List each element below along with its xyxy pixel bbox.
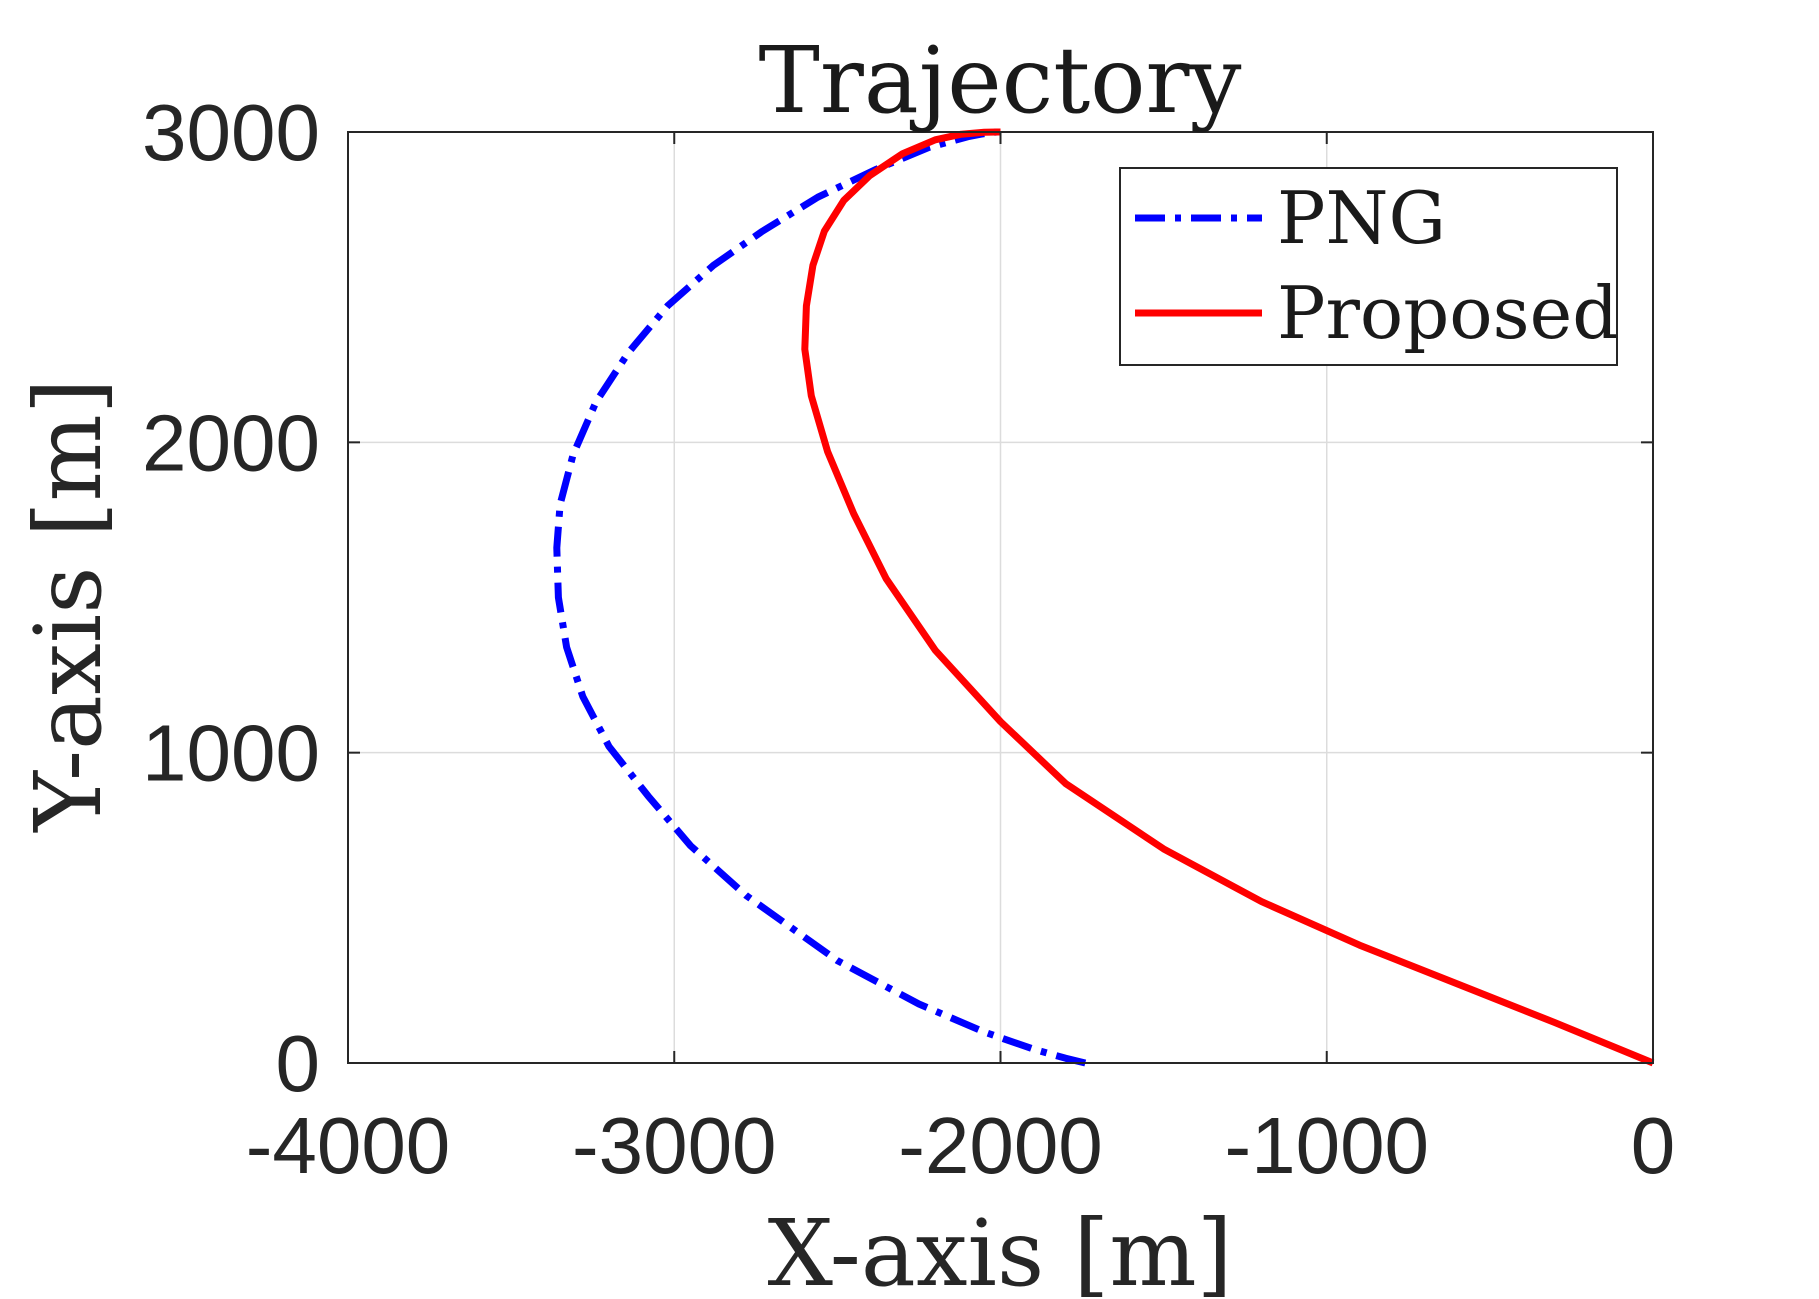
series-layer bbox=[553, 128, 1655, 1067]
series-line-png bbox=[553, 128, 1087, 1067]
legend-label-proposed: Proposed bbox=[1277, 271, 1618, 355]
legend-label-png: PNG bbox=[1277, 176, 1446, 260]
x-tick-label: 0 bbox=[1631, 1101, 1676, 1190]
chart-title: Trajectory bbox=[759, 27, 1242, 134]
legend-box bbox=[1119, 167, 1618, 366]
x-tick-label: -2000 bbox=[898, 1101, 1103, 1190]
x-tick-label: -3000 bbox=[572, 1101, 777, 1190]
y-tick-label: 0 bbox=[276, 1019, 321, 1108]
y-axis-label: Y-axis [m] bbox=[15, 378, 122, 833]
x-axis-label: X-axis [m] bbox=[768, 1200, 1233, 1299]
legend: PNG Proposed bbox=[1119, 167, 1618, 366]
y-tick-label: 2000 bbox=[142, 398, 320, 487]
x-tick-label: -1000 bbox=[1224, 1101, 1429, 1190]
y-tick-label: 3000 bbox=[142, 88, 320, 177]
x-tick-label: -4000 bbox=[246, 1101, 451, 1190]
ticks-layer: -4000 -3000 -2000 -1000 0 0 1000 2000 3000 bbox=[142, 88, 1675, 1190]
y-tick-label: 1000 bbox=[142, 709, 320, 798]
series-line-proposed bbox=[801, 128, 1655, 1067]
